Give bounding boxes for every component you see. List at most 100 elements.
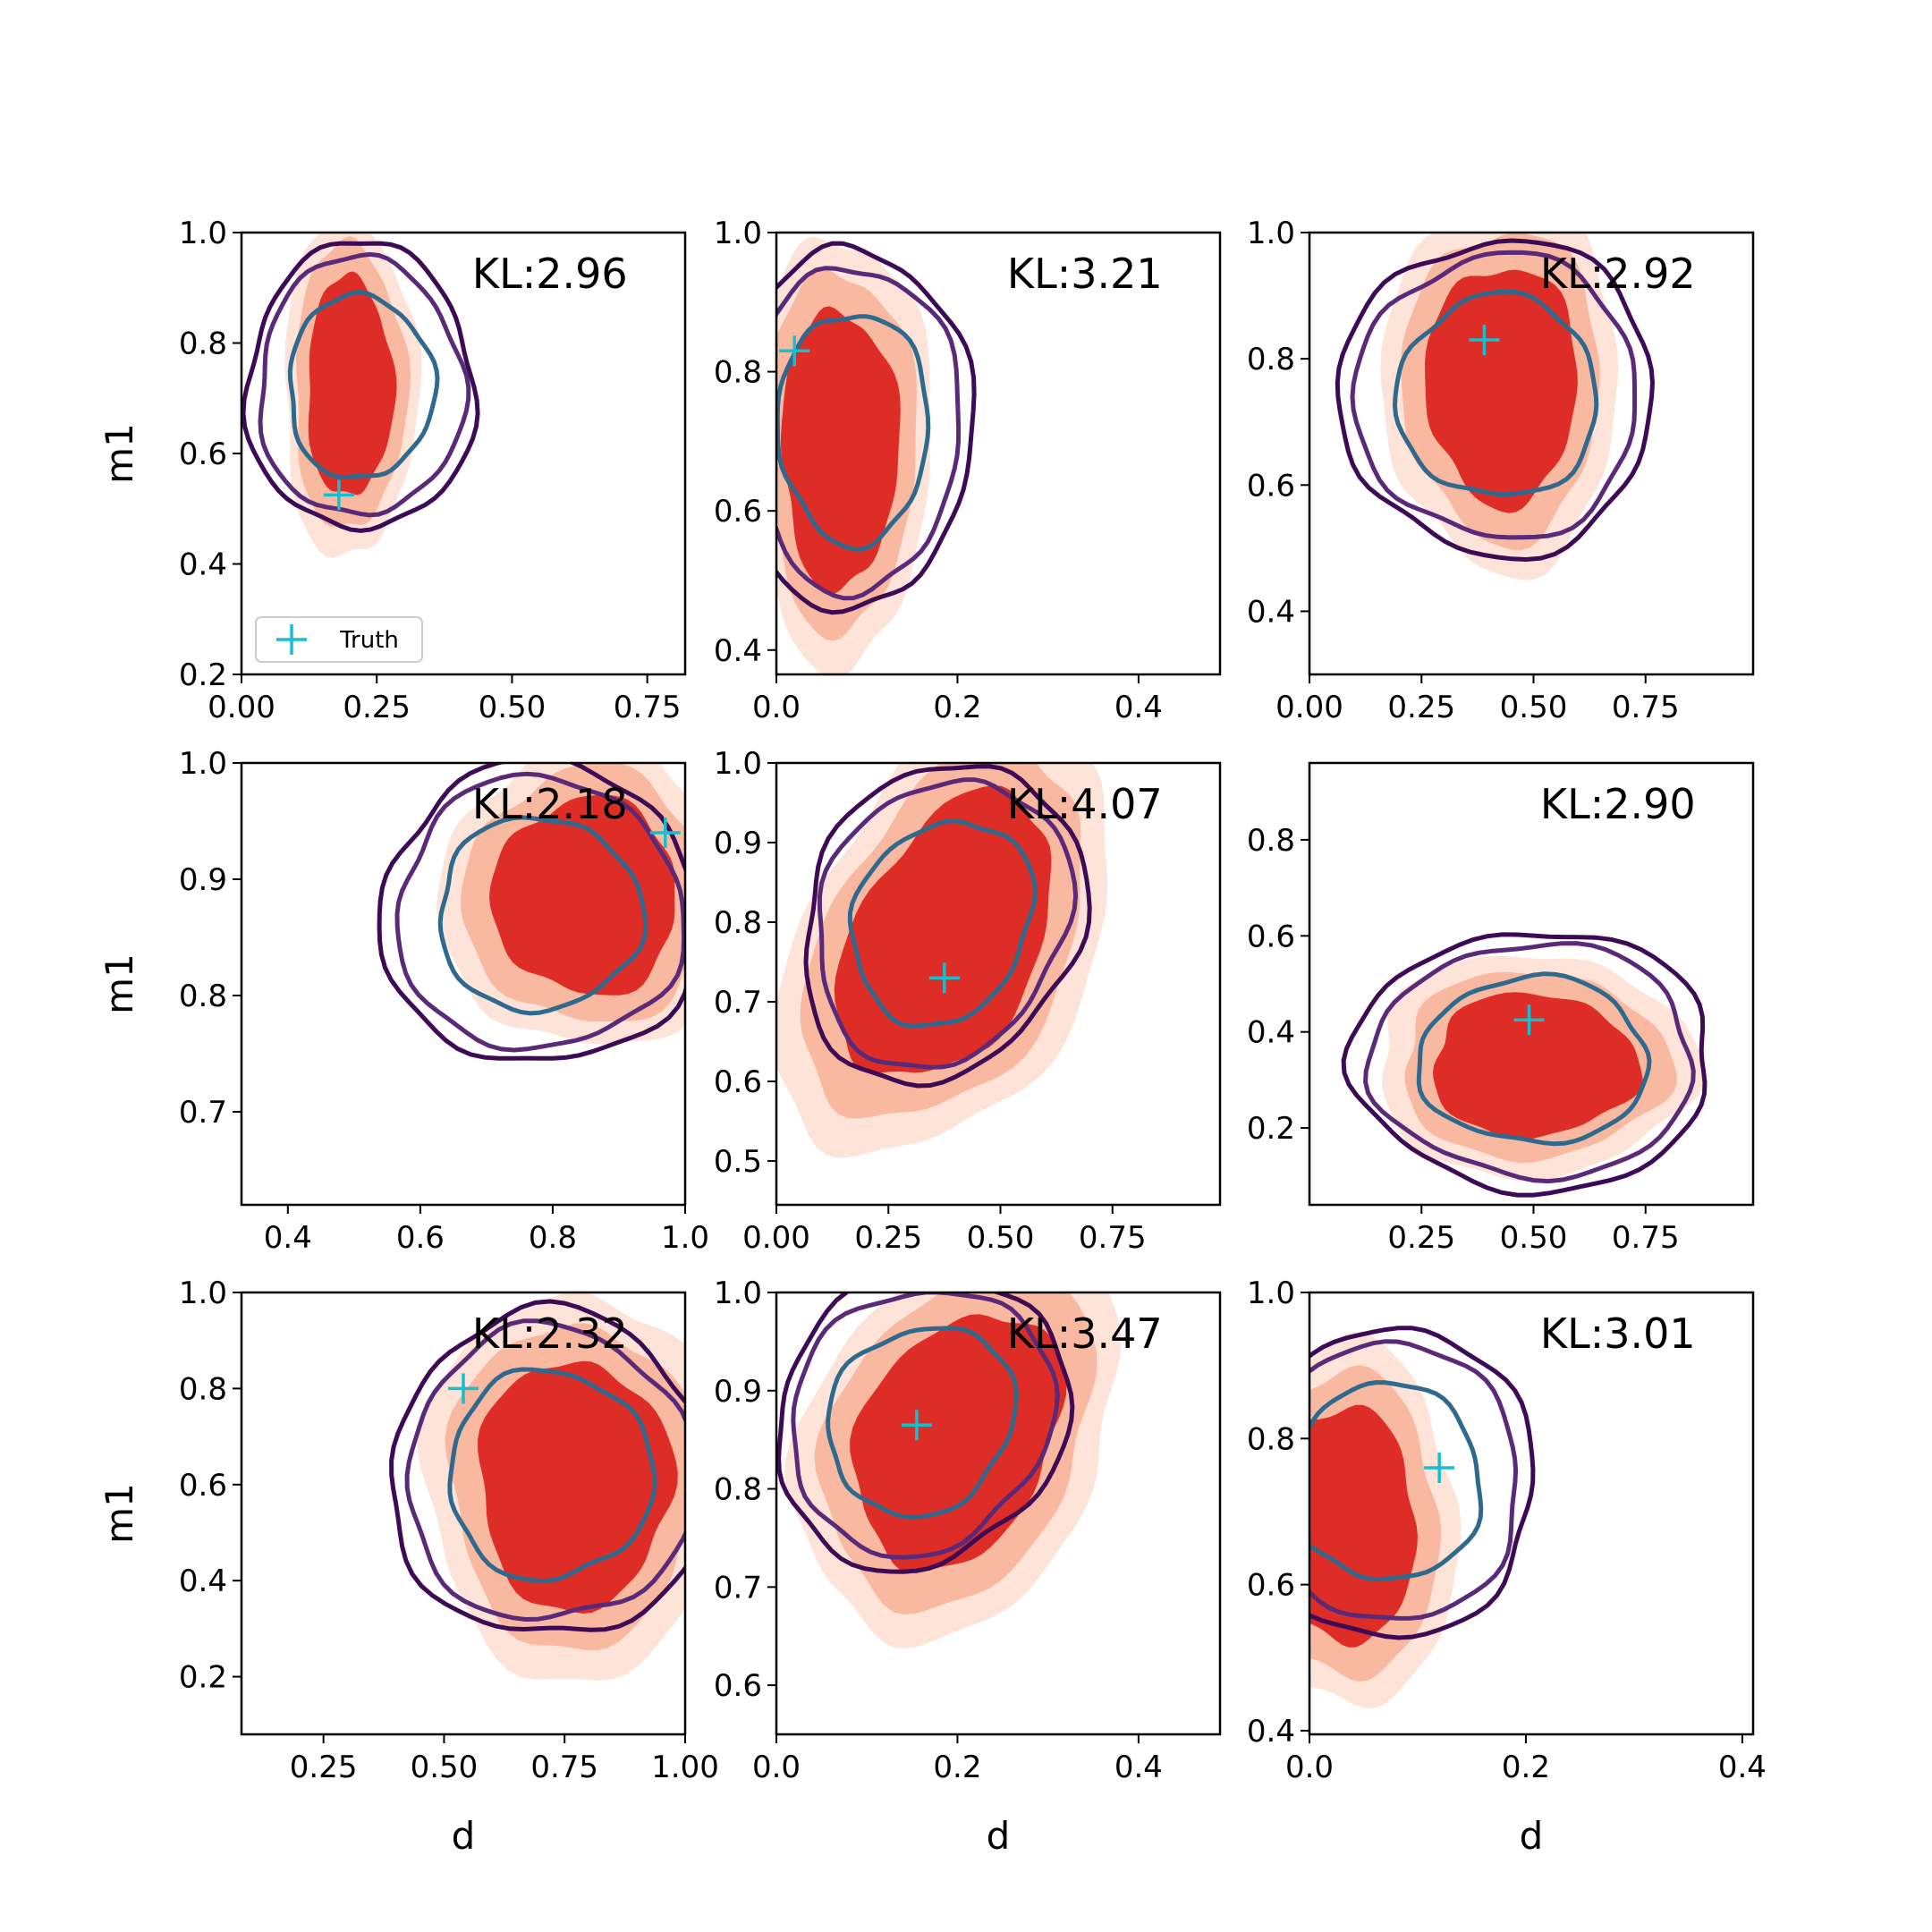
x-tick-label: 0.25 [854,1220,922,1256]
contour-inner [1309,1379,1484,1582]
kl-label: KL:2.96 [472,250,628,298]
x-tick-label: 0.0 [752,690,801,725]
contour-outer [242,241,480,533]
x-tick-label: 0.00 [1275,690,1343,725]
x-tick-label: 0.50 [1500,1220,1568,1256]
y-tick-label: 0.8 [179,326,227,362]
y-tick-label: 0.4 [179,547,227,583]
subplot-9: 0.0 0.2 0.4 0.4 0.6 0.8 1.0 KL:3.01 d [1247,1275,1767,1858]
subplot-5: 0.00 0.25 0.50 0.75 0.5 0.6 0.7 0.8 0.9 1.0 KL:4.0… [714,746,1222,1256]
x-tick-label: 0.75 [1612,690,1680,725]
y-tick-label: 0.8 [179,979,227,1014]
contour-inner [287,289,440,479]
density-fill-inner [1425,269,1578,513]
plot-area [389,1292,685,1681]
contour-mid [1350,250,1638,540]
plot-area [242,233,480,558]
y-tick-label: 0.8 [714,905,762,941]
y-tick-label: 0.6 [714,494,762,530]
x-tick-label: 1.0 [661,1220,709,1256]
plot-area [776,1292,1122,1648]
y-tick-label: 0.9 [179,862,227,898]
contour-mid [1309,1339,1519,1621]
y-tick-label: 0.8 [714,1472,762,1508]
y-tick-label: 0.4 [714,633,762,669]
contour-inner [1392,289,1599,497]
x-tick-label: 0.00 [208,690,275,725]
plot-area [1309,1326,1536,1708]
contour-mid [817,777,1079,1070]
axes-frame [1308,761,1755,1207]
x-tick-label: 0.4 [1114,690,1163,725]
y-tick-label: 0.6 [714,1668,762,1704]
contour-inner [447,1367,657,1584]
kl-label: KL:3.21 [1007,250,1163,298]
legend-box [255,616,423,663]
y-tick-label: 1.0 [1247,216,1295,251]
plot-area [1335,233,1656,580]
y-tick-label: 0.6 [1247,468,1295,504]
x-tick-label: 0.4 [264,1220,312,1256]
y-tick-label: 1.0 [1247,1275,1295,1311]
x-tick-label: 0.75 [1079,1220,1147,1256]
kl-label: KL:2.32 [472,1309,628,1358]
y-tick-label: 0.7 [714,1570,762,1606]
x-tick-label: 0.25 [290,1750,358,1785]
x-tick-label: 0.0 [1285,1750,1334,1785]
plot-area [776,763,1108,1158]
contour-mid [791,1292,1060,1560]
x-tick-label: 0.25 [1387,1220,1455,1256]
x-tick-label: 0.50 [1500,690,1568,725]
contour-inner [776,314,931,552]
x-tick-label: 0.4 [1718,1750,1767,1785]
x-tick-label: 0.75 [530,1750,598,1785]
contour-outer [1341,932,1707,1198]
truth-marker [1424,1452,1455,1483]
x-tick-label: 0.2 [1502,1750,1550,1785]
contour-inner [1416,971,1652,1147]
subplot-3: 0.00 0.25 0.50 0.75 0.4 0.6 0.8 1.0 KL:2.92 [1247,216,1755,725]
density-fill-inner [308,271,397,496]
y-tick-label: 0.8 [1247,342,1295,377]
legend: Truth [255,616,423,663]
contour-inner [437,815,648,1016]
y-tick-label: 1.0 [714,216,762,251]
x-tick-label: 0.75 [614,690,682,725]
y-tick-label: 1.0 [179,746,227,782]
x-tick-label: 0.75 [1612,1220,1680,1256]
y-tick-label: 0.6 [714,1064,762,1100]
y-tick-label: 0.8 [179,1371,227,1407]
axes-frame [775,1291,1222,1736]
contour-outer [776,241,977,615]
x-tick-label: 1.00 [651,1750,719,1785]
kl-label: KL:3.01 [1540,1309,1696,1358]
y-tick-label: 0.2 [179,1660,227,1696]
y-axis-label: m1 [97,1483,141,1544]
contour-mid [1363,941,1696,1184]
y-tick-label: 0.4 [1247,594,1295,630]
density-fill-inner [834,785,1052,1073]
y-tick-label: 0.7 [714,985,762,1021]
y-tick-label: 1.0 [714,746,762,782]
truth-marker [649,818,681,848]
y-tick-label: 0.8 [1247,823,1295,859]
subplot-4: 0.4 0.6 0.8 1.0 0.7 0.8 0.9 1.0 KL:2.18 m1 [97,746,709,1256]
truth-marker [928,962,960,994]
y-tick-label: 0.8 [1247,1421,1295,1457]
contour-mid [776,266,962,601]
y-tick-label: 0.2 [179,657,227,693]
contour-mid [394,771,685,1053]
y-tick-label: 0.9 [714,826,762,861]
x-tick-label: 0.2 [933,1750,981,1785]
legend-label: Truth [339,627,399,654]
density-fill-inner [1433,992,1643,1140]
kl-label: KL:2.92 [1540,250,1696,298]
x-tick-label: 0.0 [752,1750,801,1785]
contour-outer [776,1292,1075,1574]
x-axis-label: d [1520,1814,1544,1858]
y-tick-label: 0.7 [179,1095,227,1131]
subplot-2: 0.0 0.2 0.4 0.4 0.6 0.8 1.0 KL:3.21 [714,216,1222,725]
x-tick-label: 0.25 [1387,690,1455,725]
density-fill-inner [478,1360,678,1614]
